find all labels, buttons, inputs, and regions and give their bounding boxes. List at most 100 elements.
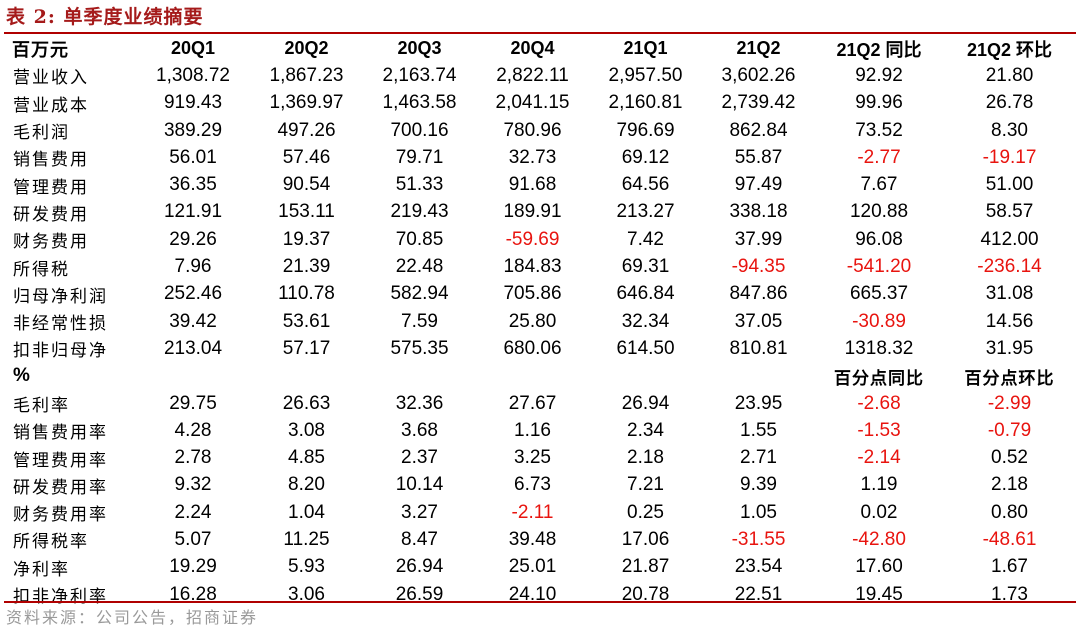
table-row: 财务费用率 2.24 1.04 3.27 -2.11 0.25 1.05 0.02 0.80	[4, 499, 1076, 526]
table-cell: 14.56	[985, 310, 1034, 332]
table-cell: 338.18	[729, 201, 788, 223]
table-cell: 20.78	[621, 583, 670, 605]
table-cell: 213.27	[616, 201, 675, 223]
table-cell: 2.34	[627, 419, 664, 441]
source-note: 资料来源：公司公告，招商证券	[6, 608, 259, 627]
row-label: 扣非净利率	[13, 587, 108, 608]
row-label: 营业成本	[13, 95, 89, 116]
ratio-header-row: % 百分点同比 百分点环比	[4, 363, 1076, 390]
table-row: 非经常性损 39.42 53.61 7.59 25.80 32.34 37.05 -30.89…	[4, 308, 1076, 335]
header-cell: 21Q2 同比	[836, 39, 922, 60]
top-rule	[4, 32, 1076, 34]
row-label: 毛利率	[13, 396, 70, 416]
table-row: 毛利率 29.75 26.63 32.36 27.67 26.94 23.95 -2.68 -2…	[4, 390, 1076, 417]
table-cell: 26.59	[395, 583, 444, 605]
table-cell: 25.01	[508, 556, 557, 578]
table-cell: 1318.32	[844, 337, 914, 359]
table-cell: -236.14	[977, 256, 1042, 278]
ratio-rows: 毛利率 29.75 26.63 32.36 27.67 26.94 23.95 -2.68 -2…	[4, 390, 1076, 608]
table-cell: 21.87	[621, 556, 670, 578]
table-cell: 11.25	[283, 528, 330, 550]
table-cell: 55.87	[734, 146, 783, 168]
row-label: 管理费用率	[13, 450, 108, 471]
table-cell: 53.61	[282, 310, 331, 332]
table-cell: 21.39	[282, 256, 331, 278]
row-label: 财务费用	[13, 232, 89, 253]
table-row: 管理费用率 2.78 4.85 2.37 3.25 2.18 2.71 -2.14 0.52	[4, 444, 1076, 471]
table-cell: 27.67	[508, 392, 557, 414]
table-cell: -541.20	[846, 256, 912, 278]
table-cell: 1,369.97	[269, 92, 344, 114]
table-cell: -31.55	[731, 528, 786, 550]
row-label: 销售费用	[13, 150, 89, 171]
table-cell: 7.42	[627, 228, 664, 250]
table-cell: 412.00	[980, 228, 1039, 250]
row-label: 所得税	[13, 259, 70, 280]
ratio-header-cell	[250, 363, 363, 390]
table-cell: 3.27	[401, 501, 438, 523]
table-cell: 5.07	[174, 528, 212, 550]
table-cell: 23.95	[734, 392, 783, 414]
table-cell: 1,463.58	[382, 92, 457, 114]
table-cell: 2,822.11	[496, 64, 569, 86]
table-cell: 9.39	[740, 474, 777, 496]
table-cell: 37.05	[734, 310, 783, 332]
table-cell: -42.80	[852, 528, 906, 550]
header-cell: 21Q1	[623, 38, 668, 59]
table-cell: 9.32	[174, 474, 212, 496]
table-cell: 25.80	[508, 310, 557, 332]
table-cell: 3.08	[288, 419, 325, 441]
quarterly-results-table: 百万元 20Q1 20Q2 20Q3 20Q4 21Q1 21Q2 21Q2 同…	[4, 35, 1076, 608]
table-cell: 31.08	[985, 283, 1034, 305]
table-cell: 2.18	[991, 474, 1028, 496]
table-cell: 919.43	[163, 92, 223, 114]
table-cell: 57.46	[282, 146, 331, 168]
table-cell: 184.83	[503, 256, 562, 278]
table-cell: -2.14	[857, 447, 901, 469]
table-cell: 29.75	[169, 392, 217, 414]
table-cell: 56.01	[169, 146, 217, 168]
table-cell: 4.28	[174, 419, 212, 441]
table-cell: 0.80	[991, 501, 1028, 523]
table-cell: 1.55	[740, 419, 777, 441]
row-label: 毛利润	[13, 123, 70, 144]
table-cell: 96.08	[855, 228, 903, 250]
table-cell: 51.00	[985, 174, 1034, 196]
table-cell: 2.78	[174, 447, 212, 469]
amount-rows: 营业收入 1,308.72 1,867.23 2,163.74 2,822.11 2,95…	[4, 62, 1076, 362]
table-cell: 3,602.26	[721, 64, 796, 86]
header-cell: 百万元	[12, 39, 69, 60]
table-cell: 497.26	[277, 119, 336, 141]
table-cell: 64.56	[621, 174, 670, 196]
row-label: 扣非归母净	[13, 341, 108, 362]
table-row: 研发费用率 9.32 8.20 10.14 6.73 7.21 9.39 1.19 2.18	[4, 472, 1076, 499]
table-cell: 16.28	[169, 583, 217, 605]
table-cell: 22.51	[734, 583, 783, 605]
table-cell: 7.96	[174, 256, 212, 278]
table-cell: 2,957.50	[608, 64, 683, 86]
table-cell: 32.36	[395, 392, 444, 414]
table-cell: 39.42	[169, 310, 217, 332]
table-cell: 1.73	[991, 583, 1028, 605]
table-cell: 0.02	[860, 501, 898, 523]
table-cell: 4.85	[288, 447, 325, 469]
table-cell: 21.80	[985, 64, 1034, 86]
table-cell: 1.05	[740, 501, 777, 523]
row-label: 销售费用率	[13, 423, 108, 444]
table-cell: 57.17	[282, 337, 331, 359]
table-row: 销售费用率 4.28 3.08 3.68 1.16 2.34 1.55 -1.53 -0.79	[4, 417, 1076, 444]
table-cell: -2.99	[987, 392, 1032, 414]
table-cell: 26.94	[621, 392, 670, 414]
table-cell: 26.94	[395, 556, 444, 578]
table-cell: 120.88	[849, 201, 909, 223]
table-cell: -59.69	[505, 228, 560, 250]
table-cell: -48.61	[982, 528, 1037, 550]
table-cell: 2.24	[174, 501, 212, 523]
table-row: 营业收入 1,308.72 1,867.23 2,163.74 2,822.11 2,95…	[4, 62, 1076, 89]
row-label: 所得税率	[13, 532, 89, 553]
row-label: 研发费用	[13, 204, 89, 225]
table-cell: -2.11	[511, 501, 554, 523]
table-row: 销售费用 56.01 57.46 79.71 32.73 69.12 55.87 -2.77 -…	[4, 144, 1076, 171]
table-cell: 19.29	[169, 556, 217, 578]
table-cell: 7.21	[627, 474, 664, 496]
